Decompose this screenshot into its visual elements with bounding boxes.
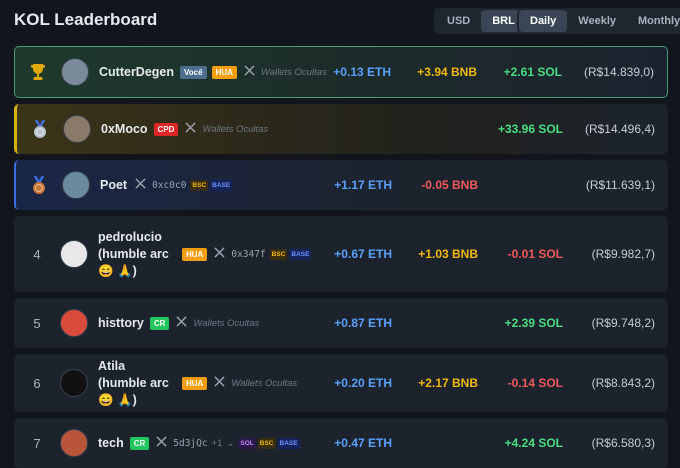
period-button[interactable]: Monthly [638, 15, 680, 27]
badge: HUA [182, 376, 208, 390]
total-brl: (R$8.843,2) [591, 376, 655, 390]
leaderboard-row[interactable]: 5 histtory CR Wallets Ocultas +0.87 ETH +2.39… [14, 298, 668, 348]
badge: Você [180, 65, 207, 79]
sol-pnl: -0.14 SOL [507, 376, 563, 390]
avatar [60, 429, 88, 457]
bnb-pnl: +3.94 BNB [417, 65, 477, 79]
wallet-extra: +1 [211, 437, 223, 449]
rank: 5 [33, 315, 41, 331]
badge: CR [149, 316, 170, 330]
kol-name: 0xMoco [101, 121, 148, 136]
eth-pnl: +1.17 ETH [334, 178, 392, 192]
total-brl: (R$9.748,2) [591, 316, 655, 330]
chain-tag: SOL [238, 437, 256, 449]
badge: HUA [182, 247, 208, 261]
chain-tag: BSC [257, 437, 276, 449]
x-icon[interactable] [244, 63, 255, 81]
sol-pnl: +2.39 SOL [504, 316, 563, 330]
avatar [60, 369, 88, 397]
hidden-wallets: Wallets Ocultas [202, 123, 269, 135]
chain-tag: BSC [190, 179, 209, 191]
period-button[interactable]: Weekly [578, 15, 617, 27]
sol-pnl: +2.61 SOL [503, 65, 562, 79]
leaderboard-row[interactable]: 4 pedrolucio (humble arc 😄 🙏) HUA 0x347f BSC… [14, 216, 668, 292]
leaderboard-row[interactable]: 6 Atila (humble arc 😄 🙏) HUA Wallets Oculta… [14, 354, 668, 412]
wallet-address: 0xc0c0 [152, 179, 187, 191]
hidden-wallets: Wallets Ocultas [260, 66, 327, 78]
rank [17, 119, 63, 139]
sol-pnl: -0.01 SOL [507, 247, 563, 261]
currency-button[interactable]: USD [447, 15, 471, 27]
badge: HUA [211, 65, 237, 79]
avatar [61, 58, 89, 86]
leaderboard-row[interactable]: 0xMoco CPD Wallets Ocultas +33.96 SOL (R$14.… [14, 104, 668, 154]
kol-name: pedrolucio (humble arc 😄 🙏) [98, 229, 169, 278]
hidden-wallets: Wallets Ocultas [193, 317, 260, 329]
kol-name: histtory [98, 315, 144, 330]
kol-name: CutterDegen [99, 64, 175, 79]
x-icon[interactable] [214, 374, 225, 392]
x-icon[interactable] [214, 245, 225, 263]
total-brl: (R$9.982,7) [591, 247, 655, 261]
sol-pnl: +4.24 SOL [504, 436, 563, 450]
chain-tag: BASE [289, 248, 312, 260]
x-icon[interactable] [185, 120, 197, 138]
total-brl: (R$14.496,4) [584, 122, 655, 136]
period-button[interactable]: Daily [519, 10, 568, 32]
bnb-pnl: -0.05 BNB [421, 178, 478, 192]
avatar [60, 240, 88, 268]
rank [15, 62, 61, 82]
rank [16, 175, 62, 195]
title: KOL Leaderboard [14, 10, 158, 29]
x-icon[interactable] [135, 176, 146, 194]
avatar [63, 115, 91, 143]
chevron[interactable]: ⌄ [226, 437, 235, 449]
total-brl: (R$6.580,3) [591, 436, 655, 450]
total-brl: (R$14.839,0) [583, 65, 654, 79]
eth-pnl: +0.47 ETH [334, 436, 392, 450]
eth-pnl: +0.20 ETH [334, 376, 392, 390]
sol-pnl: +33.96 SOL [497, 122, 563, 136]
bnb-pnl: +1.03 BNB [418, 247, 478, 261]
currency-toggle: USD BRL [434, 8, 528, 34]
total-brl: (R$11.639,1) [585, 178, 655, 192]
badge: CR [129, 436, 150, 450]
period-toggle: Daily Weekly Monthly [517, 8, 680, 34]
eth-pnl: +0.67 ETH [334, 247, 392, 261]
rank: 7 [33, 435, 41, 451]
chain-tag: BSC [269, 248, 288, 260]
rank: 4 [33, 246, 41, 262]
avatar [60, 309, 88, 337]
bnb-pnl: +2.17 BNB [418, 376, 478, 390]
leaderboard-row[interactable]: 7 tech CR 5d3jQc +1 ⌄ SOL BSC BASE +0.47 ETH +4.24… [14, 418, 668, 468]
kol-name: tech [98, 435, 124, 450]
badge: CPD [153, 122, 179, 136]
hidden-wallets: Wallets Ocultas [231, 377, 298, 389]
currency-button[interactable]: BRL [481, 10, 526, 32]
kol-name: Atila (humble arc 😄 🙏) [98, 358, 169, 407]
rank: 6 [33, 375, 41, 391]
kol-name: Poet [100, 177, 128, 192]
eth-pnl: +0.13 ETH [333, 65, 391, 79]
x-icon[interactable] [156, 434, 167, 452]
avatar [62, 171, 90, 199]
leaderboard-row[interactable]: Poet 0xc0c0 BSC BASE +1.17 ETH -0.05 BNB (R$11… [14, 160, 668, 210]
chain-tag: BASE [277, 437, 300, 449]
x-icon[interactable] [176, 314, 188, 332]
wallet-address: 0x347f [231, 248, 266, 260]
rows: CutterDegen Você HUA Wallets Ocultas +0.13 E… [14, 46, 668, 468]
chain-tag: BASE [210, 179, 233, 191]
wallet-address: 5d3jQc [173, 437, 208, 449]
eth-pnl: +0.87 ETH [334, 316, 392, 330]
leaderboard-row[interactable]: CutterDegen Você HUA Wallets Ocultas +0.13 E… [14, 46, 668, 98]
